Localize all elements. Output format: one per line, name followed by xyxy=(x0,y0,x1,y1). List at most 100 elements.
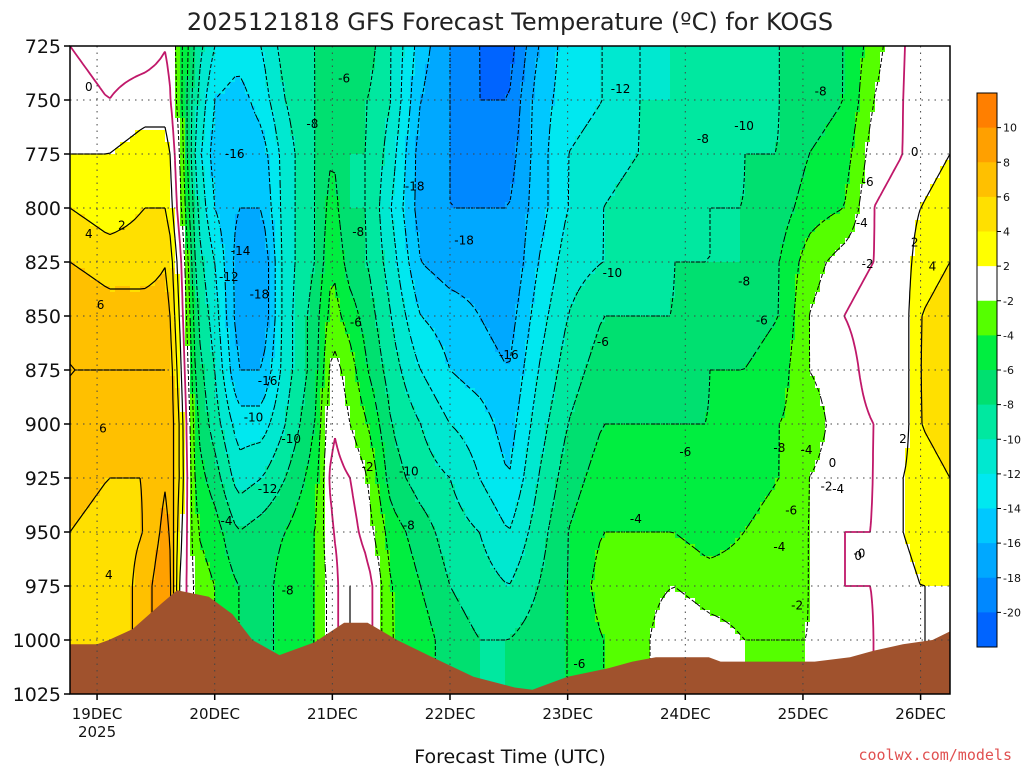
field-cell xyxy=(195,142,201,149)
field-cell xyxy=(350,190,356,197)
field-cell xyxy=(925,154,931,161)
field-cell xyxy=(645,154,651,161)
field-cell xyxy=(475,154,481,161)
field-cell xyxy=(805,160,811,167)
field-cell xyxy=(560,208,566,215)
field-cell xyxy=(350,166,356,173)
field-cell xyxy=(165,214,171,221)
field-cell xyxy=(350,142,356,149)
field-cell xyxy=(120,58,126,65)
field-cell xyxy=(580,178,586,185)
field-cell xyxy=(935,70,941,77)
field-cell xyxy=(850,106,856,113)
field-cell xyxy=(480,190,486,197)
field-cell xyxy=(430,184,436,191)
field-cell xyxy=(240,214,246,221)
field-cell xyxy=(700,58,706,65)
field-cell xyxy=(400,136,406,143)
field-cell xyxy=(250,190,256,197)
field-cell xyxy=(415,142,421,149)
field-cell xyxy=(360,142,366,149)
field-cell xyxy=(255,112,261,119)
field-cell xyxy=(800,64,806,71)
field-cell xyxy=(545,100,551,107)
field-cell xyxy=(675,112,681,119)
field-cell xyxy=(590,142,596,149)
field-cell xyxy=(465,76,471,83)
field-cell xyxy=(545,118,551,125)
field-cell xyxy=(90,64,96,71)
field-cell xyxy=(390,100,396,107)
field-cell xyxy=(295,76,301,83)
field-cell xyxy=(480,106,486,113)
field-cell xyxy=(815,142,821,149)
field-cell xyxy=(355,112,361,119)
field-cell xyxy=(105,124,111,131)
field-cell xyxy=(900,190,906,197)
field-cell xyxy=(340,136,346,143)
field-cell xyxy=(230,82,236,89)
field-cell xyxy=(360,208,366,215)
field-cell xyxy=(130,142,136,149)
field-cell xyxy=(210,196,216,203)
field-cell xyxy=(290,64,296,71)
field-cell xyxy=(200,148,206,155)
field-cell xyxy=(290,178,296,185)
field-cell xyxy=(670,142,676,149)
field-cell xyxy=(350,184,356,191)
field-cell xyxy=(755,106,761,113)
field-cell xyxy=(250,130,256,137)
field-cell xyxy=(265,184,271,191)
field-cell xyxy=(125,184,131,191)
field-cell xyxy=(375,184,381,191)
field-cell xyxy=(580,190,586,197)
field-cell xyxy=(525,100,531,107)
field-cell xyxy=(665,190,671,197)
field-cell xyxy=(425,82,431,89)
field-cell xyxy=(490,112,496,119)
field-cell xyxy=(245,148,251,155)
field-cell xyxy=(225,178,231,185)
field-cell xyxy=(440,76,446,83)
field-cell xyxy=(830,202,836,209)
field-cell xyxy=(130,184,136,191)
field-cell xyxy=(410,94,416,101)
field-cell xyxy=(650,172,656,179)
field-cell xyxy=(620,196,626,203)
field-cell xyxy=(295,58,301,65)
field-cell xyxy=(615,202,621,209)
field-cell xyxy=(80,202,86,209)
field-cell xyxy=(900,64,906,71)
field-cell xyxy=(185,190,191,197)
field-cell xyxy=(710,196,716,203)
field-cell xyxy=(910,46,916,53)
field-cell xyxy=(285,52,291,59)
field-cell xyxy=(780,154,786,161)
field-cell xyxy=(440,142,446,149)
field-cell xyxy=(935,100,941,107)
field-cell xyxy=(75,64,81,71)
field-cell xyxy=(715,124,721,131)
field-cell xyxy=(215,142,221,149)
field-cell xyxy=(310,52,316,59)
field-cell xyxy=(790,172,796,179)
field-cell xyxy=(540,106,546,113)
field-cell xyxy=(145,148,151,155)
field-cell xyxy=(225,100,231,107)
field-cell xyxy=(665,160,671,167)
field-cell xyxy=(470,202,476,209)
field-cell xyxy=(495,178,501,185)
field-cell xyxy=(490,142,496,149)
field-cell xyxy=(775,88,781,95)
field-cell xyxy=(785,148,791,155)
field-cell xyxy=(430,52,436,59)
field-cell xyxy=(655,154,661,161)
field-cell xyxy=(470,148,476,155)
field-cell xyxy=(615,100,621,107)
field-cell xyxy=(485,82,491,89)
field-cell xyxy=(485,106,491,113)
field-cell xyxy=(280,64,286,71)
field-cell xyxy=(165,160,171,167)
field-cell xyxy=(930,46,936,53)
field-cell xyxy=(895,112,901,119)
